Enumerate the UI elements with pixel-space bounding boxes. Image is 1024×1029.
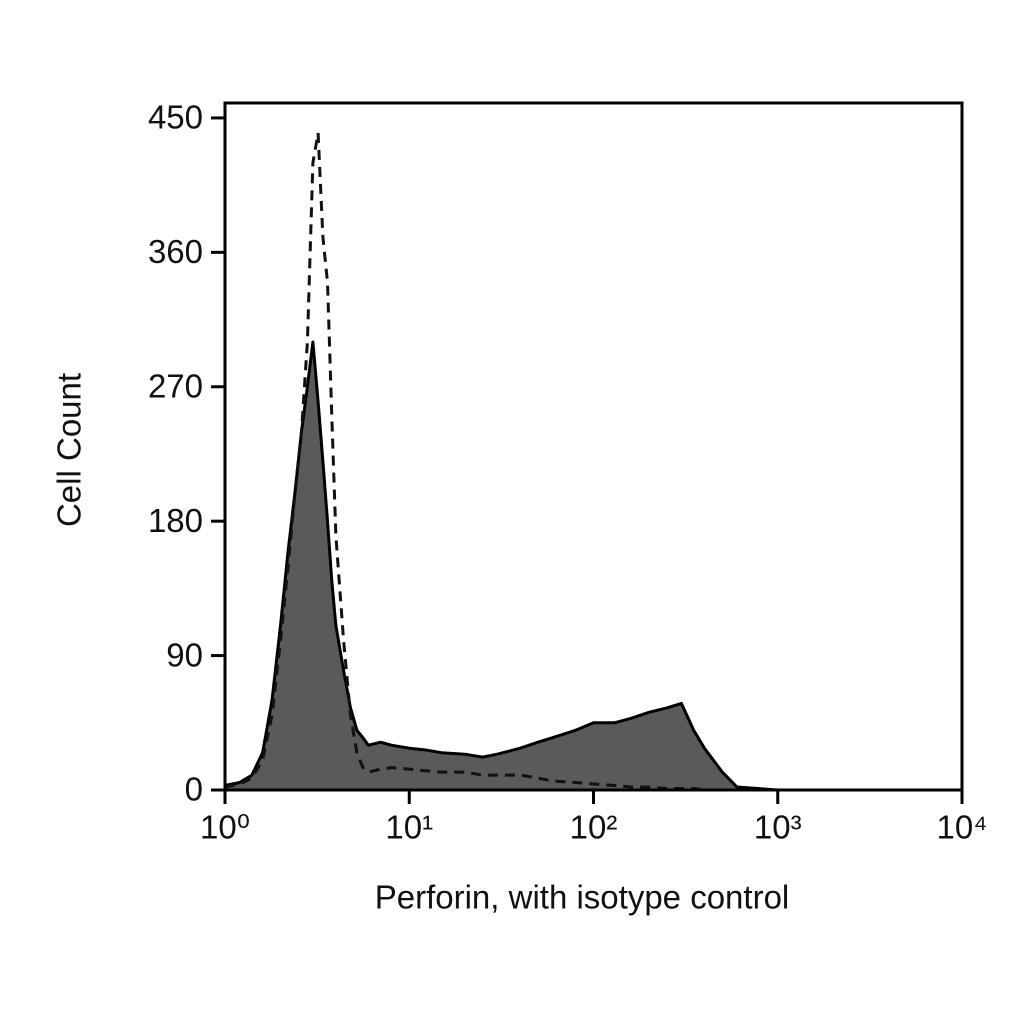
y-tick-label: 90 — [166, 636, 203, 673]
y-tick-label: 0 — [185, 771, 203, 808]
x-tick-label: 10⁴ — [937, 809, 988, 846]
y-axis-label: Cell Count — [51, 373, 88, 527]
x-tick-label: 10¹ — [385, 809, 433, 846]
x-axis-label: Perforin, with isotype control — [375, 879, 790, 916]
y-tick-label: 180 — [148, 502, 203, 539]
x-tick-label: 10³ — [754, 809, 802, 846]
x-tick-label: 10⁰ — [200, 809, 250, 846]
x-tick-label: 10² — [570, 809, 618, 846]
y-tick-label: 360 — [148, 233, 203, 270]
y-tick-label: 270 — [148, 367, 203, 404]
y-tick-label: 450 — [148, 99, 203, 136]
histogram-line — [224, 131, 962, 792]
histogram-area — [223, 340, 964, 792]
